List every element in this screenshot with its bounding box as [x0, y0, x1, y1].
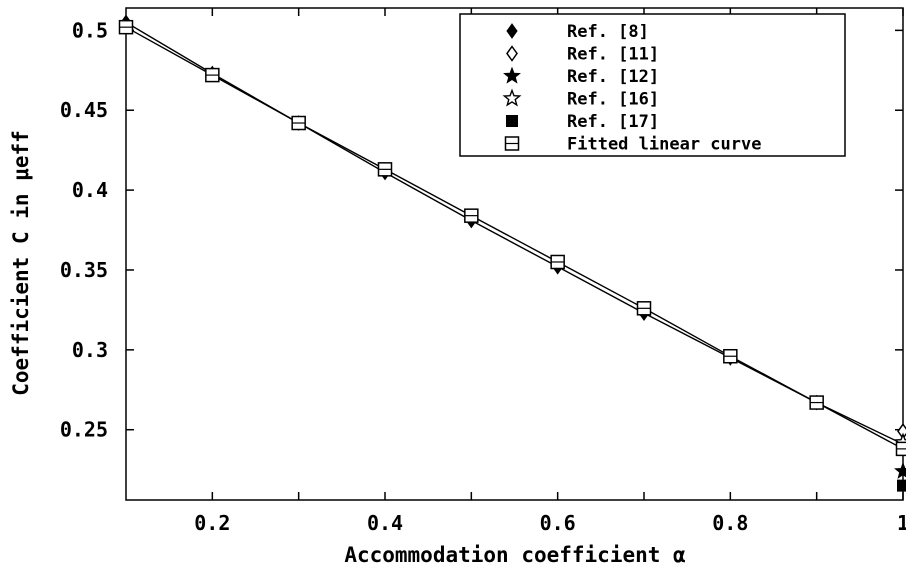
data-point	[895, 441, 906, 457]
series-layer	[118, 14, 906, 492]
x-tick-label: 0.6	[540, 511, 576, 535]
data-point	[809, 395, 824, 410]
y-tick-label: 0.25	[60, 418, 108, 442]
data-point	[723, 348, 738, 364]
series-5	[118, 19, 906, 457]
y-tick-label: 0.45	[60, 98, 108, 122]
x-axis-title: Accommodation coefficient α	[344, 543, 685, 567]
y-tick-label: 0.4	[72, 178, 108, 202]
legend-label: Ref. [16]	[567, 90, 659, 110]
data-point	[377, 162, 393, 177]
legend: Ref. [8] Ref. [11]Ref. [12] Ref. [16]Ref. …	[459, 13, 846, 157]
legend-label: Fitted linear curve	[567, 135, 761, 155]
legend-marker	[506, 115, 518, 127]
legend-marker	[506, 23, 518, 39]
data-point	[894, 461, 906, 479]
x-tick-label: 1	[897, 511, 906, 535]
y-tick-label: 0.3	[72, 338, 108, 362]
data-point	[897, 479, 906, 492]
legend-box	[459, 13, 846, 157]
x-tick-label: 0.4	[367, 511, 403, 535]
y-tick-label: 0.5	[72, 18, 108, 42]
legend-marker	[503, 66, 521, 84]
data-point	[636, 301, 652, 316]
y-tick-label: 0.35	[60, 258, 108, 282]
series-4	[897, 479, 906, 492]
x-tick-label: 0.8	[712, 511, 748, 535]
data-point	[291, 115, 306, 131]
legend-marker	[506, 45, 518, 62]
legend-label: Ref. [12]	[567, 67, 659, 87]
plot-frame	[125, 7, 904, 501]
data-point	[118, 19, 134, 35]
data-point	[464, 208, 479, 223]
legend-label: Ref. [17]	[567, 112, 659, 132]
legend-label: Ref. [11]	[567, 45, 659, 65]
series-2	[894, 461, 906, 479]
y-axis-title: Coefficient C in μeff	[9, 130, 33, 396]
data-point	[550, 254, 565, 270]
legend-marker	[504, 136, 520, 151]
legend-marker	[502, 88, 522, 107]
data-point	[205, 67, 220, 83]
x-tick-label: 0.2	[194, 511, 230, 535]
series-line	[125, 26, 904, 450]
axes: 0.2 0.4 0.6 0.8 1 0.25 0.3 0.35 0.4 0.45 0.5	[60, 7, 906, 535]
legend-label: Ref. [8]	[567, 22, 649, 42]
